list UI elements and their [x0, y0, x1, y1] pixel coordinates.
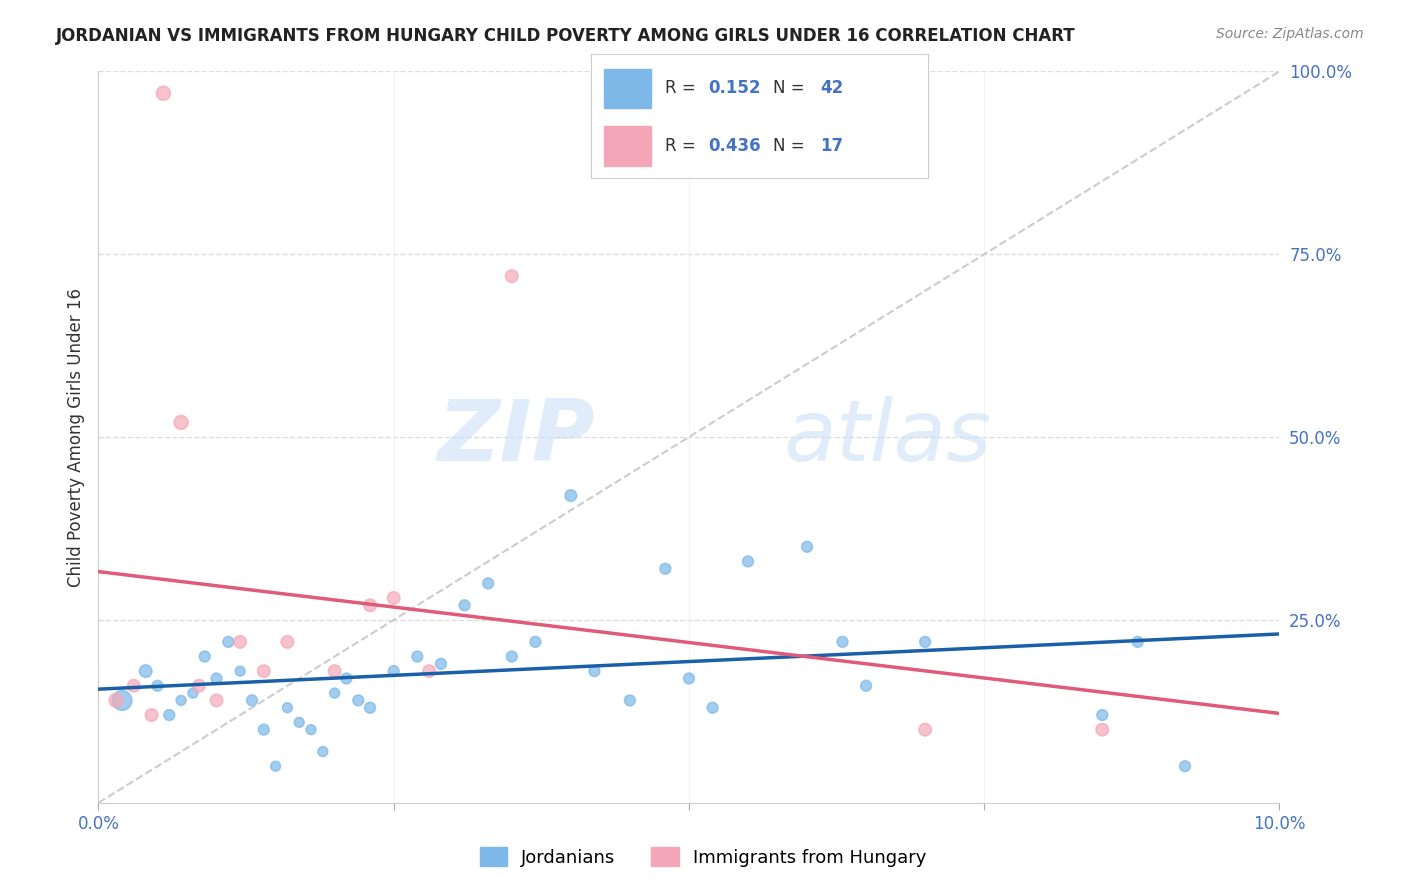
Point	[323, 664, 346, 678]
Point	[914, 723, 936, 737]
Point	[141, 708, 163, 723]
Point	[288, 715, 311, 730]
Point	[152, 87, 174, 101]
Point	[323, 686, 346, 700]
Point	[229, 664, 252, 678]
Text: atlas: atlas	[783, 395, 991, 479]
Text: 0.152: 0.152	[709, 79, 761, 97]
Point	[105, 693, 128, 707]
Point	[501, 269, 523, 284]
Text: N =: N =	[773, 137, 810, 155]
Point	[524, 635, 547, 649]
Point	[122, 679, 145, 693]
Point	[359, 599, 381, 613]
Point	[654, 562, 676, 576]
Point	[264, 759, 287, 773]
Point	[253, 723, 276, 737]
Point	[678, 672, 700, 686]
Point	[406, 649, 429, 664]
Text: R =: R =	[665, 137, 700, 155]
Point	[796, 540, 818, 554]
Point	[347, 693, 370, 707]
Point	[299, 723, 322, 737]
FancyBboxPatch shape	[605, 126, 651, 166]
Point	[157, 708, 180, 723]
Point	[135, 664, 157, 678]
Text: 17: 17	[820, 137, 844, 155]
Point	[1174, 759, 1197, 773]
Point	[382, 664, 405, 678]
Y-axis label: Child Poverty Among Girls Under 16: Child Poverty Among Girls Under 16	[66, 287, 84, 587]
Point	[217, 635, 239, 649]
Point	[382, 591, 405, 605]
Text: ZIP: ZIP	[437, 395, 595, 479]
Point	[831, 635, 853, 649]
Point	[253, 664, 276, 678]
Point	[312, 745, 335, 759]
Point	[205, 672, 228, 686]
Point	[855, 679, 877, 693]
Point	[583, 664, 606, 678]
Point	[1091, 708, 1114, 723]
Point	[240, 693, 263, 707]
Point	[1091, 723, 1114, 737]
Point	[453, 599, 475, 613]
Point	[619, 693, 641, 707]
Legend: Jordanians, Immigrants from Hungary: Jordanians, Immigrants from Hungary	[472, 840, 934, 874]
Point	[170, 693, 193, 707]
Point	[146, 679, 169, 693]
Point	[229, 635, 252, 649]
Point	[276, 700, 298, 714]
Text: N =: N =	[773, 79, 810, 97]
Point	[194, 649, 217, 664]
Point	[1126, 635, 1149, 649]
Text: JORDANIAN VS IMMIGRANTS FROM HUNGARY CHILD POVERTY AMONG GIRLS UNDER 16 CORRELAT: JORDANIAN VS IMMIGRANTS FROM HUNGARY CHI…	[56, 27, 1076, 45]
Point	[501, 649, 523, 664]
Point	[702, 700, 724, 714]
FancyBboxPatch shape	[605, 69, 651, 109]
Point	[187, 679, 209, 693]
Point	[111, 693, 134, 707]
Text: 0.436: 0.436	[709, 137, 761, 155]
Point	[418, 664, 440, 678]
Text: 42: 42	[820, 79, 844, 97]
Point	[560, 489, 582, 503]
Text: Source: ZipAtlas.com: Source: ZipAtlas.com	[1216, 27, 1364, 41]
Point	[335, 672, 357, 686]
Point	[737, 554, 759, 568]
Point	[170, 416, 193, 430]
Point	[914, 635, 936, 649]
Text: R =: R =	[665, 79, 700, 97]
Point	[359, 700, 381, 714]
Point	[181, 686, 204, 700]
Point	[430, 657, 453, 671]
Point	[205, 693, 228, 707]
Point	[276, 635, 298, 649]
Point	[477, 576, 499, 591]
